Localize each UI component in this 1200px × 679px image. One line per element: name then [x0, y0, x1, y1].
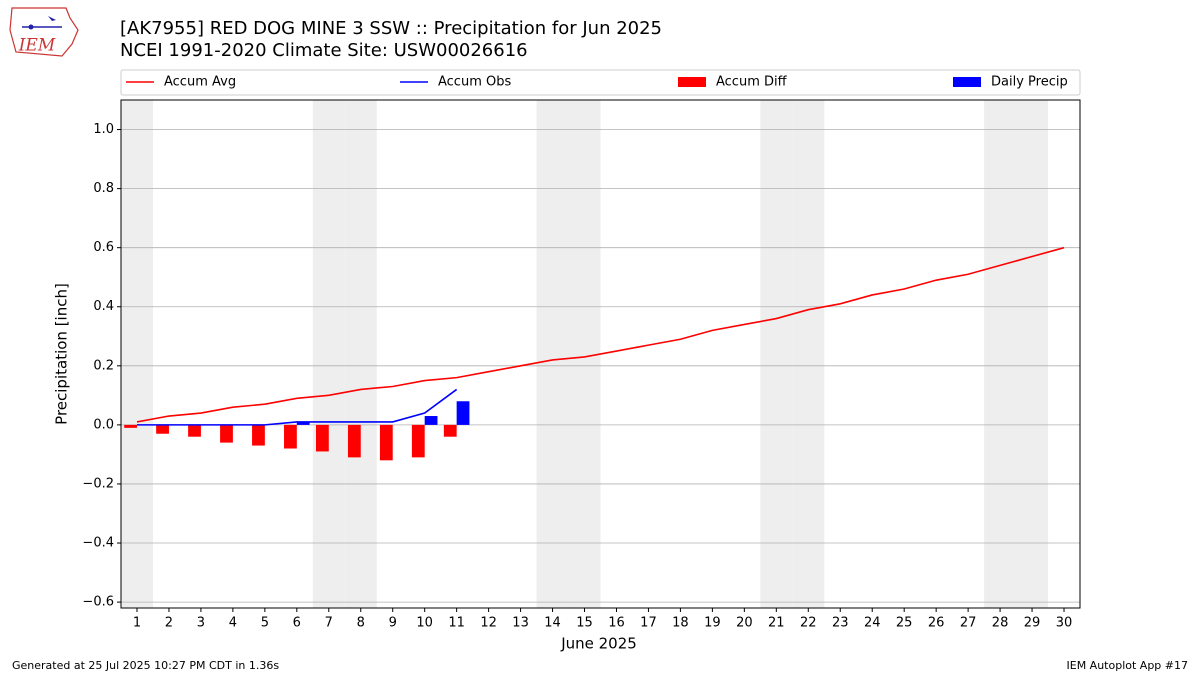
bar	[284, 424, 297, 449]
logo-text: IEM	[18, 36, 56, 56]
x-tick-label: 27	[960, 616, 977, 631]
bar	[315, 424, 329, 452]
x-tick-label: 10	[416, 616, 433, 631]
x-tick-label: 18	[672, 616, 689, 631]
weekend-shade	[984, 100, 1017, 608]
x-tick-label: 21	[768, 616, 785, 631]
footer-right: IEM Autoplot App #17	[1067, 659, 1189, 672]
bar	[156, 424, 169, 434]
y-tick-label: 0.4	[93, 299, 114, 314]
bar	[411, 424, 425, 458]
y-tick-label: −0.4	[82, 536, 114, 551]
x-tick-label: 3	[197, 616, 205, 631]
bar	[443, 424, 457, 437]
x-tick-label: 30	[1056, 616, 1073, 631]
x-tick-label: 28	[992, 616, 1009, 631]
x-tick-label: 14	[544, 616, 561, 631]
legend-label: Accum Obs	[438, 75, 511, 90]
weekend-shade	[1016, 100, 1049, 608]
y-tick-label: 1.0	[93, 122, 114, 137]
x-tick-label: 4	[229, 616, 237, 631]
x-tick-label: 25	[896, 616, 913, 631]
legend-label: Accum Avg	[164, 75, 236, 90]
bar	[347, 424, 361, 458]
bar	[252, 424, 265, 446]
legend-swatch	[678, 77, 706, 87]
bar	[188, 424, 201, 437]
x-axis-label: June 2025	[560, 635, 637, 653]
x-tick-label: 20	[736, 616, 753, 631]
y-tick-label: −0.2	[82, 476, 114, 491]
logo: IEM	[9, 7, 79, 57]
x-tick-label: 1	[133, 616, 141, 631]
footer-left: Generated at 25 Jul 2025 10:27 PM CDT in…	[12, 659, 279, 672]
chart-subtitle: NCEI 1991-2020 Climate Site: USW00026616	[120, 40, 528, 61]
bar	[296, 421, 310, 425]
x-tick-label: 2	[165, 616, 173, 631]
bar	[379, 424, 393, 461]
x-tick-label: 5	[261, 616, 269, 631]
weekend-shade	[312, 100, 345, 608]
x-tick-label: 12	[480, 616, 497, 631]
y-tick-label: 0.0	[93, 417, 114, 432]
x-tick-label: 17	[640, 616, 657, 631]
x-tick-label: 11	[448, 616, 465, 631]
x-tick-label: 19	[704, 616, 721, 631]
bar	[124, 424, 137, 428]
x-tick-label: 22	[800, 616, 817, 631]
y-tick-label: 0.8	[93, 181, 114, 196]
bar	[456, 401, 470, 425]
x-tick-label: 7	[325, 616, 333, 631]
x-tick-label: 13	[512, 616, 529, 631]
line	[136, 246, 1065, 423]
y-tick-label: 0.2	[93, 358, 114, 373]
x-tick-label: 16	[608, 616, 625, 631]
weekend-shade	[760, 100, 793, 608]
weekend-shade	[344, 100, 377, 608]
legend-label: Accum Diff	[716, 75, 788, 90]
x-tick-label: 23	[832, 616, 849, 631]
weekend-shade	[568, 100, 601, 608]
x-tick-label: 26	[928, 616, 945, 631]
x-tick-label: 6	[293, 616, 301, 631]
x-tick-label: 29	[1024, 616, 1041, 631]
legend-label: Daily Precip	[991, 75, 1068, 90]
legend-swatch	[953, 77, 981, 87]
x-tick-label: 24	[864, 616, 881, 631]
chart-title: [AK7955] RED DOG MINE 3 SSW :: Precipita…	[120, 18, 662, 39]
x-tick-label: 15	[576, 616, 593, 631]
plot-frame	[120, 99, 1081, 609]
weekend-shade	[792, 100, 825, 608]
weekend-shade	[536, 100, 569, 608]
line	[136, 388, 458, 426]
y-tick-label: 0.6	[93, 240, 114, 255]
y-tick-label: −0.6	[82, 595, 114, 610]
x-tick-label: 8	[357, 616, 365, 631]
y-axis-label: Precipitation [inch]	[53, 283, 71, 425]
bar	[424, 416, 438, 425]
legend	[120, 69, 1081, 96]
x-tick-label: 9	[389, 616, 397, 631]
weekend-shade	[121, 100, 153, 608]
bar	[220, 424, 233, 443]
